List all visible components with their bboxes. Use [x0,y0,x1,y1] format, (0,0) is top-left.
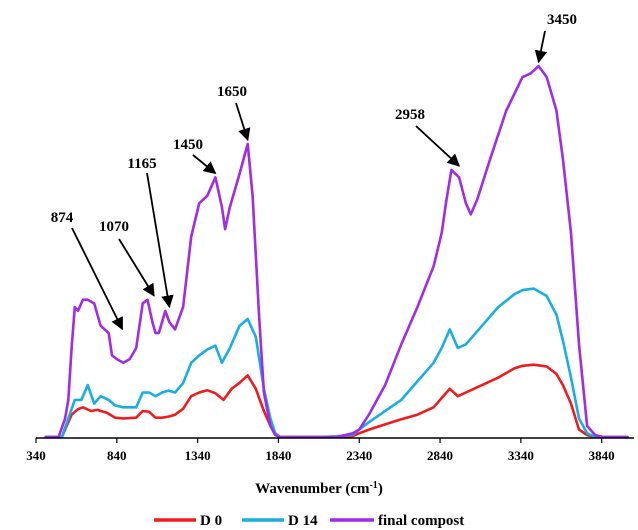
annotation-arrow [118,238,155,297]
x-tick-label: 1840 [265,448,291,463]
series-line-final-compost [44,64,629,439]
annotation-arrow [146,172,174,309]
annotation-label: 1650 [217,84,247,100]
annotation-label: 1165 [127,156,156,172]
x-axis-title-superscript: -1 [369,480,377,491]
series-layer [44,64,629,439]
annotation-arrow [415,125,461,167]
annotation-label: 874 [51,210,74,226]
peak-annotations: 874 1070 1165 1450 1650 2958 3450 [51,12,577,331]
series-line-d-14 [44,287,629,439]
x-axis-title-suffix: ) [378,481,383,497]
x-axis-title: Wavenumber (cm-1) [255,480,383,498]
annotation-label: 1450 [173,137,203,153]
series-line-d-0 [44,363,629,439]
x-tick-label: 840 [107,448,127,463]
legend-label: D 0 [200,513,222,529]
legend-label: final compost [378,513,464,529]
x-axis: 340 840 1340 1840 2340 2840 3340 3840 [26,437,634,463]
legend-label: D 14 [288,513,318,529]
annotation-arrow [235,102,251,142]
annotation-arrow [534,30,548,64]
annotation-label: 2958 [395,107,425,123]
x-tick-label: 3340 [508,448,534,463]
x-axis-title-main: Wavenumber (cm [255,481,370,497]
x-tick-label: 2840 [427,448,453,463]
legend: D 0 D 14 final compost [154,513,464,529]
x-tick-label: 3840 [589,448,615,463]
annotation-arrow [71,227,124,331]
annotation-label: 3450 [547,12,577,28]
x-tick-label: 340 [26,448,46,463]
x-tick-label: 2340 [346,448,372,463]
x-tick-label: 1340 [185,448,211,463]
annotation-label: 1070 [99,219,129,235]
annotation-arrow [192,154,217,175]
